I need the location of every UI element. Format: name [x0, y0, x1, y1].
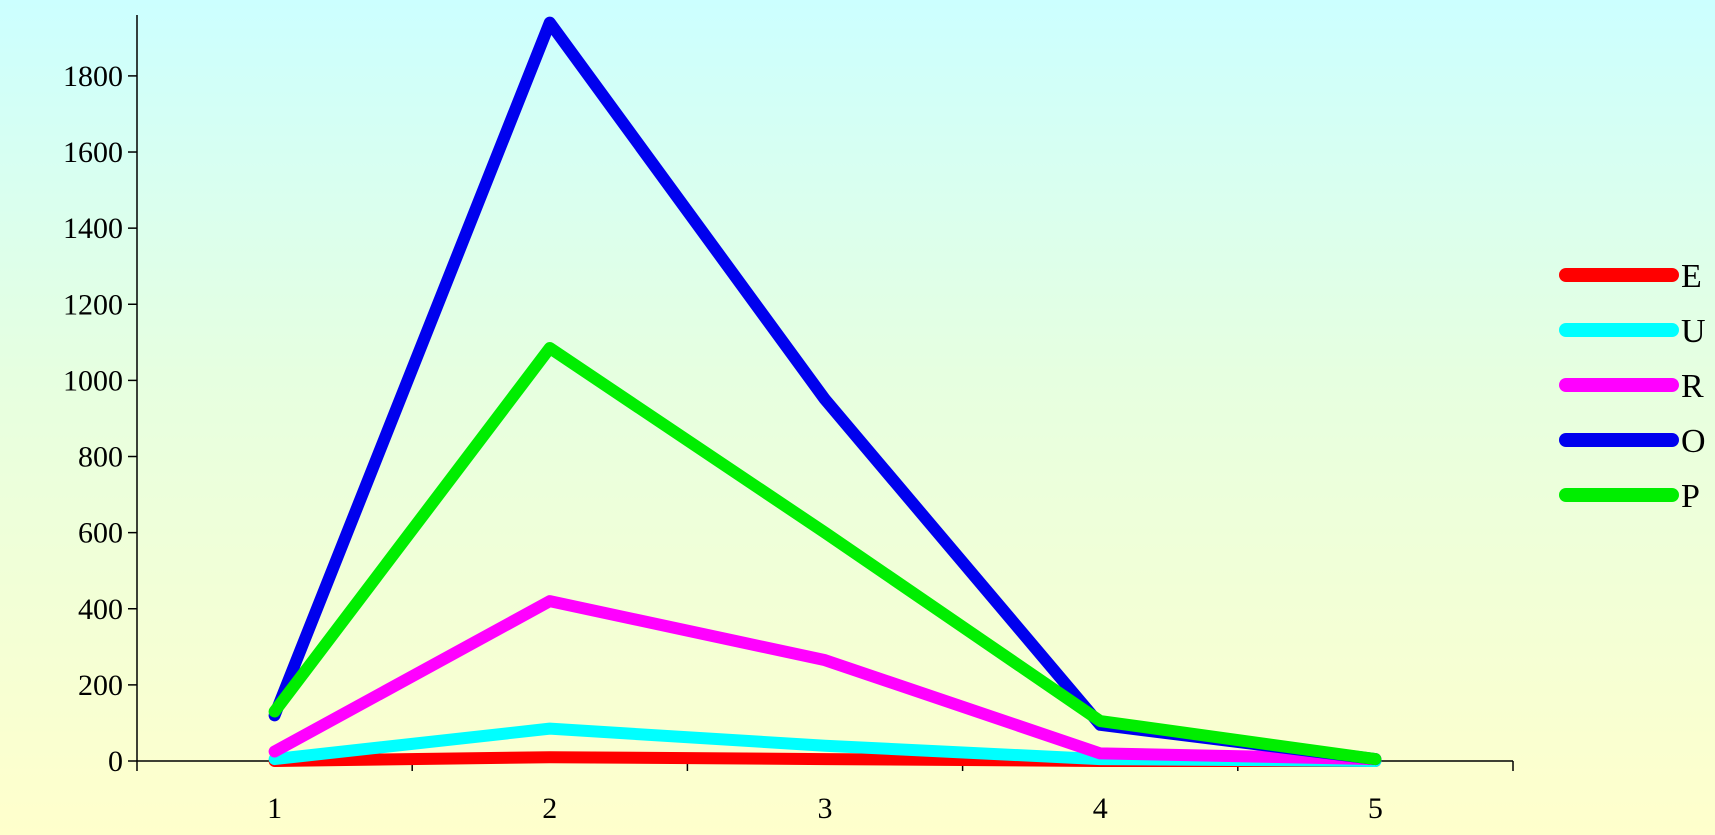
series-line-O [268, 16, 1382, 766]
x-tick-label: 2 [542, 792, 557, 825]
legend-label-U: U [1681, 313, 1706, 350]
x-tick-label: 3 [818, 792, 833, 825]
series-lines [268, 16, 1382, 767]
x-tick-label: 1 [267, 792, 282, 825]
legend-label-R: R [1681, 368, 1704, 405]
y-tick-label: 800 [78, 441, 123, 474]
y-tick-label: 400 [78, 593, 123, 626]
y-tick-label: 0 [108, 745, 123, 778]
series-line-R [268, 595, 1382, 766]
legend-label-E: E [1681, 258, 1702, 295]
y-tick-label: 1200 [63, 288, 123, 321]
x-tick-label: 5 [1368, 792, 1383, 825]
y-tick-label: 1000 [63, 364, 123, 397]
legend-label-P: P [1681, 478, 1700, 515]
legend-label-O: O [1681, 423, 1706, 460]
series-line-P [268, 342, 1382, 766]
y-tick-label: 1400 [63, 212, 123, 245]
y-tick-label: 1600 [63, 136, 123, 169]
y-tick-label: 600 [78, 517, 123, 550]
y-tick-label: 1800 [63, 60, 123, 93]
x-tick-label: 4 [1093, 792, 1108, 825]
axes: 0 200 400 600 800 1000 1200 1400 1600 1800 1 2 3 4 5 [63, 15, 1514, 825]
y-tick-label: 200 [78, 669, 123, 702]
